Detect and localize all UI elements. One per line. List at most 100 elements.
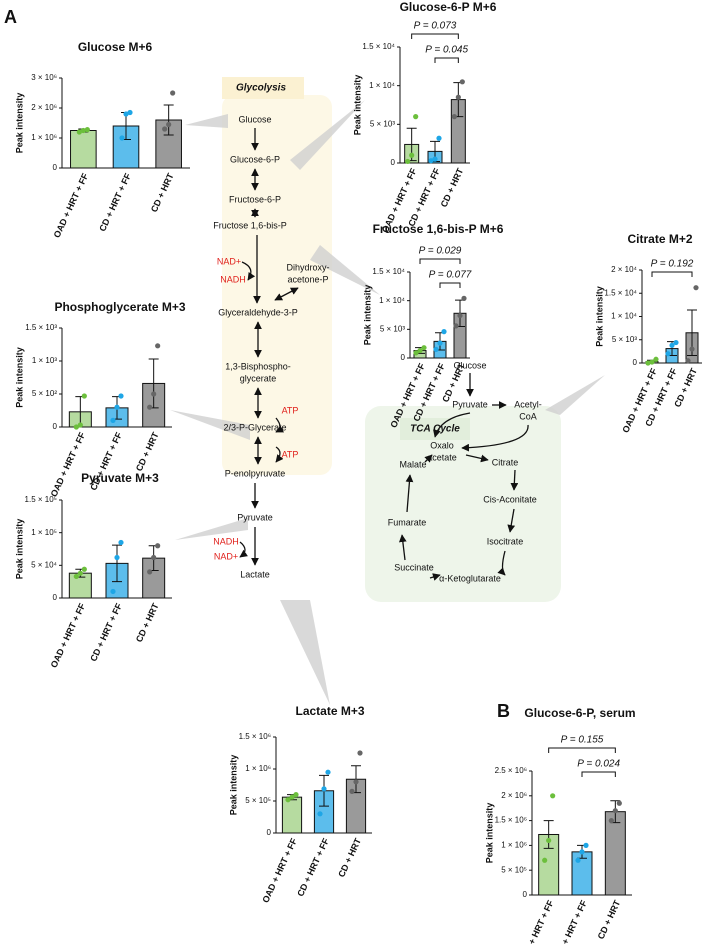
panel-label: B	[497, 701, 510, 721]
data-point	[649, 359, 655, 365]
callout	[290, 100, 365, 170]
data-point	[114, 554, 120, 561]
pathway-node: Glucose	[453, 360, 486, 370]
y-tick-label: 1 × 10⁶	[31, 133, 57, 142]
x-tick-label: CD + HRT + FF	[97, 171, 133, 233]
pathway-node: Acetyl-	[514, 399, 542, 409]
p-value: P = 0.024	[577, 759, 620, 770]
data-point	[693, 285, 699, 291]
data-point	[459, 79, 465, 85]
data-point	[73, 573, 79, 580]
data-point	[453, 323, 459, 329]
data-point	[645, 360, 651, 366]
data-point	[77, 570, 83, 576]
x-tick-label: OAD + HRT + FF	[49, 601, 88, 669]
pathway-node: Fructose 1,6-bis-P	[213, 220, 287, 230]
x-tick-label: CD + HRT + FF	[295, 836, 331, 898]
data-point	[84, 127, 90, 133]
y-tick-label: 5 × 10⁵	[245, 796, 271, 805]
y-axis-label: Peak intensity	[352, 75, 362, 136]
data-point	[583, 842, 589, 849]
y-tick-label: 1 × 10⁶	[245, 764, 271, 773]
x-tick-label: CD + HRT + FF	[553, 898, 589, 946]
callout	[545, 375, 605, 415]
y-tick-label: 5 × 10⁴	[31, 560, 57, 569]
tca-title: TCA Cycle	[410, 424, 460, 435]
chart-title: Fructose 1,6-bis-P M+6	[373, 222, 504, 236]
y-tick-label: 5 × 10³	[612, 335, 637, 344]
y-tick-label: 1.5 × 10⁴	[372, 267, 405, 276]
data-point	[353, 779, 359, 785]
data-point	[325, 769, 331, 775]
arrow	[510, 469, 519, 491]
data-point	[612, 808, 618, 814]
data-point	[119, 135, 125, 141]
data-point	[127, 109, 133, 116]
y-tick-label: 0	[267, 828, 272, 837]
p-value: P = 0.155	[561, 735, 604, 746]
x-tick-label: CD + HRT	[134, 601, 161, 644]
y-axis-label: Peak intensity	[484, 803, 494, 864]
pathway-node: Glucose-6-P	[230, 154, 280, 164]
y-tick-label: 0	[53, 593, 58, 602]
pathway-node: Lactate	[240, 569, 270, 579]
data-point	[413, 114, 419, 120]
pathway-node: Pyruvate	[237, 512, 273, 522]
data-point	[457, 312, 463, 319]
y-tick-label: 1 × 10⁵	[31, 528, 57, 537]
pathway-node: α-Ketoglutarate	[439, 573, 501, 583]
data-point	[147, 569, 153, 575]
pathway-node: ATP	[282, 449, 299, 459]
bar	[70, 130, 97, 169]
data-point	[321, 786, 327, 792]
y-tick-label: 2.5 × 10⁶	[495, 766, 527, 775]
data-point	[441, 329, 447, 335]
data-point	[151, 554, 157, 561]
data-point	[575, 857, 581, 863]
data-point	[118, 539, 124, 546]
arrow	[398, 534, 407, 561]
p-value: P = 0.192	[651, 259, 694, 270]
significance-bracket	[651, 271, 693, 277]
pathway-node: Glyceraldehyde-3-P	[218, 307, 298, 317]
callout	[185, 114, 228, 128]
significance-bracket	[434, 57, 459, 63]
x-tick-label: CD + HRT	[596, 898, 623, 941]
y-tick-label: 0	[53, 163, 58, 172]
pathway-node: P-enolpyruvate	[225, 468, 286, 478]
y-axis-label: Peak intensity	[14, 93, 24, 154]
glycolysis-bg	[222, 95, 332, 475]
pathway-node: acetone-P	[287, 274, 328, 284]
panel-label: A	[4, 7, 17, 27]
data-point	[151, 391, 157, 397]
data-point	[433, 346, 439, 352]
data-point	[542, 857, 548, 863]
pathway-node: NAD+	[214, 551, 238, 561]
pathway-node: Glucose	[238, 114, 271, 124]
data-point	[673, 339, 679, 346]
error-bar	[163, 104, 174, 136]
y-tick-label: 1.5 × 10⁴	[362, 42, 395, 51]
data-point	[73, 424, 79, 430]
y-tick-label: 1 × 10⁴	[379, 296, 405, 305]
chart-title: Glucose M+6	[78, 40, 153, 54]
x-tick-label: OAD + HRT + FF	[260, 836, 299, 904]
data-point	[118, 393, 124, 399]
pathway-node: Isocitrate	[487, 536, 524, 546]
pathway-node: Oxalo	[430, 440, 454, 450]
pathway-node: Dihydroxy-	[286, 262, 329, 272]
data-point	[421, 345, 427, 351]
y-tick-label: 1.5 × 10⁶	[239, 732, 271, 741]
data-point	[461, 295, 467, 301]
pathway-node: acetate	[427, 452, 457, 462]
y-axis-label: Peak intensity	[362, 285, 372, 346]
y-tick-label: 1.5 × 10⁵	[25, 495, 57, 504]
data-point	[162, 126, 168, 132]
data-point	[166, 121, 172, 128]
y-tick-label: 2 × 10⁴	[611, 265, 637, 274]
y-tick-label: 1 × 10⁴	[369, 81, 395, 90]
significance-bracket	[439, 282, 461, 288]
data-point	[147, 404, 153, 410]
data-point	[437, 340, 443, 346]
